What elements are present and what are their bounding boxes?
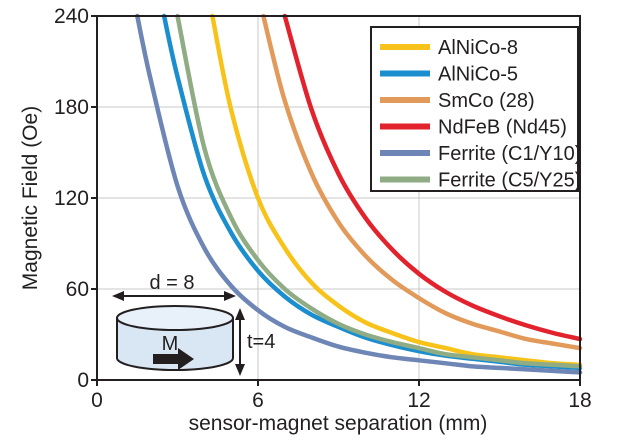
legend-label-0: AlNiCo-8 bbox=[438, 37, 518, 59]
magnet-cylinder-top bbox=[116, 305, 234, 331]
y-tick-label-1: 60 bbox=[66, 278, 89, 301]
series-line-0 bbox=[210, 13, 583, 368]
legend: AlNiCo-8 AlNiCo-5 SmCo (28) NdFeB (Nd45) Fer… bbox=[370, 26, 581, 192]
series-line-3 bbox=[282, 13, 583, 342]
y-tick-label-4: 240 bbox=[54, 5, 89, 28]
diameter-arrow-right-head bbox=[224, 291, 236, 301]
legend-label-3: NdFeB (Nd45) bbox=[438, 117, 567, 139]
thickness-arrow-bottom-head bbox=[235, 364, 245, 376]
legend-label-4: Ferrite (C1/Y10) bbox=[438, 143, 581, 165]
y-tick-label-2: 120 bbox=[54, 187, 89, 210]
legend-box bbox=[370, 26, 579, 192]
series-line-4 bbox=[135, 13, 583, 375]
x-tick-label-0: 0 bbox=[91, 389, 103, 412]
y-tick-label-0: 0 bbox=[77, 369, 89, 392]
x-tick-label-1: 6 bbox=[252, 389, 264, 412]
legend-label-1: AlNiCo-5 bbox=[438, 64, 518, 86]
y-tick-label-3: 180 bbox=[54, 96, 89, 119]
y-axis-label: Magnetic Field (Oe) bbox=[19, 106, 42, 290]
series-lines bbox=[135, 13, 583, 375]
diameter-arrow-left-head bbox=[112, 291, 124, 301]
series-line-2 bbox=[261, 13, 583, 351]
legend-label-2: SmCo (28) bbox=[438, 90, 535, 112]
thickness-arrow-top-head bbox=[235, 308, 245, 320]
x-axis-label: sensor-magnet separation (mm) bbox=[189, 412, 488, 435]
magnet-cylinder-body bbox=[116, 317, 234, 371]
legend-label-5: Ferrite (C5/Y25) bbox=[438, 170, 581, 192]
magnet-illustration: d = 8 M t=4 bbox=[112, 272, 275, 376]
diameter-label: d = 8 bbox=[149, 272, 194, 294]
series-line-5 bbox=[175, 13, 583, 369]
thickness-label: t=4 bbox=[247, 331, 275, 353]
x-tick-label-3: 18 bbox=[568, 389, 591, 412]
magnetization-arrow bbox=[153, 348, 194, 370]
x-tick-label-2: 12 bbox=[407, 389, 430, 412]
magnetization-label: M bbox=[162, 333, 179, 355]
